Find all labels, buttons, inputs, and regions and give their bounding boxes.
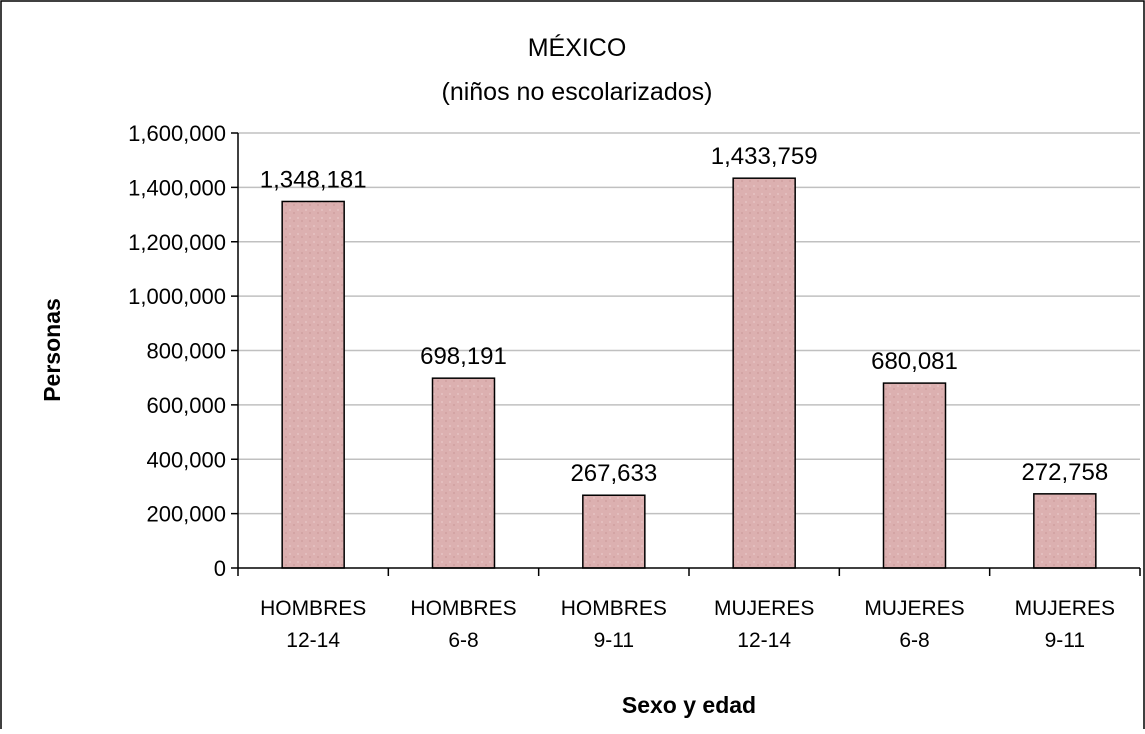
x-category-label: HOMBRES [561, 597, 667, 620]
bar [281, 200, 345, 569]
x-category-label: 12-14 [286, 629, 340, 652]
x-category-label: 9-11 [594, 629, 634, 652]
x-category-label: 12-14 [737, 629, 791, 652]
bar [431, 377, 496, 569]
y-tick-label: 800,000 [146, 339, 226, 364]
x-category-label: 9-11 [1045, 629, 1085, 652]
x-category-label: HOMBRES [410, 597, 516, 620]
y-tick-label: 400,000 [146, 447, 226, 472]
y-tick-label: 1,000,000 [128, 284, 226, 309]
y-tick-label: 1,600,000 [128, 121, 226, 146]
x-category-label: HOMBRES [260, 597, 366, 620]
y-axis-title: Personas [39, 298, 65, 402]
axes [231, 132, 1141, 576]
bar [882, 382, 947, 569]
chart-subtitle: (niños no escolarizados) [442, 78, 713, 106]
gridlines [238, 132, 1140, 515]
x-category-label: 6-8 [899, 629, 929, 652]
bars [281, 177, 1097, 569]
bar-value-label: 698,191 [420, 343, 507, 370]
y-tick-label: 1,200,000 [128, 230, 226, 255]
x-category-label: 6-8 [448, 629, 478, 652]
labels: 0 200,000 400,000 600,000 800,000 1,000,000 1,… [128, 121, 1115, 652]
x-category-label: MUJERES [1015, 597, 1115, 620]
bar-value-label: 267,633 [570, 460, 657, 487]
bar-value-label: 272,758 [1021, 459, 1108, 486]
bar-value-label: 1,348,181 [260, 166, 367, 193]
bar [582, 494, 646, 569]
x-category-label: MUJERES [714, 597, 814, 620]
y-tick-label: 1,400,000 [128, 175, 226, 200]
y-tick-label: 0 [214, 556, 226, 581]
y-tick-label: 600,000 [146, 393, 226, 418]
x-category-label: MUJERES [864, 597, 964, 620]
bar-value-label: 1,433,759 [711, 143, 818, 170]
chart-title: MÉXICO [528, 33, 627, 62]
y-tick-label: 200,000 [146, 502, 226, 527]
bar [1033, 493, 1097, 569]
bar [732, 177, 796, 569]
x-axis-title: Sexo y edad [622, 692, 756, 718]
bar-value-label: 680,081 [871, 348, 958, 375]
